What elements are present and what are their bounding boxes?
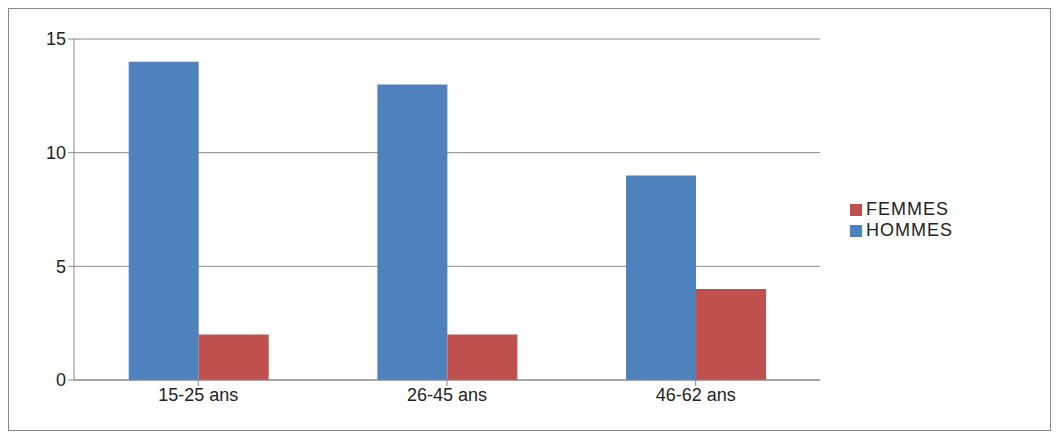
svg-text:5: 5 bbox=[56, 257, 66, 277]
svg-text:10: 10 bbox=[46, 143, 66, 163]
svg-text:15: 15 bbox=[46, 29, 66, 49]
html-text:HOMMES: HOMMES bbox=[866, 219, 953, 240]
svg-text:0: 0 bbox=[56, 370, 66, 390]
html-text:FEMMES: FEMMES bbox=[866, 198, 949, 219]
svg-text:26-45 ans: 26-45 ans bbox=[407, 385, 487, 405]
svg-text:15-25 ans: 15-25 ans bbox=[158, 385, 238, 405]
svg-text:46-62 ans: 46-62 ans bbox=[656, 385, 736, 405]
